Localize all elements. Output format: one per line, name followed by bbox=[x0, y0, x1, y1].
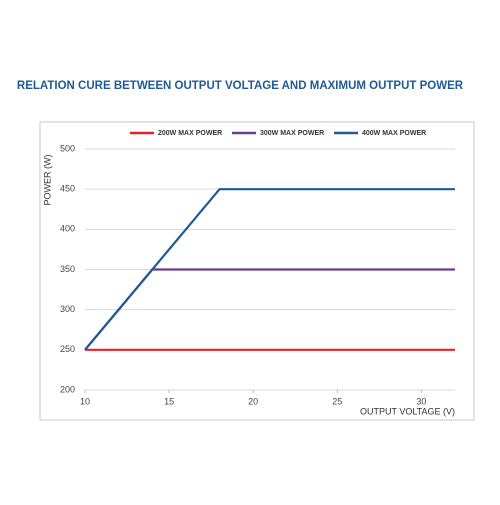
y-tick-label: 400 bbox=[60, 224, 75, 234]
x-axis-label: OUTPUT VOLTAGE (V) bbox=[360, 406, 455, 416]
series-line bbox=[84, 188, 455, 351]
x-tick-label: 30 bbox=[416, 396, 426, 406]
legend-label: 200W MAX POWER bbox=[158, 130, 222, 137]
y-tick-label: 500 bbox=[60, 143, 75, 153]
legend-label: 300W MAX POWER bbox=[260, 130, 324, 137]
x-tick-label: 10 bbox=[80, 396, 90, 406]
y-tick-label: 200 bbox=[60, 384, 75, 394]
y-axis-label: POWER (W) bbox=[42, 155, 52, 206]
legend-label: 400W MAX POWER bbox=[362, 130, 426, 137]
y-tick-label: 250 bbox=[60, 344, 75, 354]
y-tick-label: 350 bbox=[60, 264, 75, 274]
x-tick-label: 25 bbox=[332, 396, 342, 406]
chart-frame bbox=[39, 121, 475, 421]
y-tick-label: 300 bbox=[60, 304, 75, 314]
x-tick-label: 20 bbox=[248, 396, 258, 406]
y-tick-label: 450 bbox=[60, 184, 75, 194]
x-tick-label: 15 bbox=[164, 396, 174, 406]
chart-title: RELATION CURE BETWEEN OUTPUT VOLTAGE AND… bbox=[17, 80, 464, 92]
